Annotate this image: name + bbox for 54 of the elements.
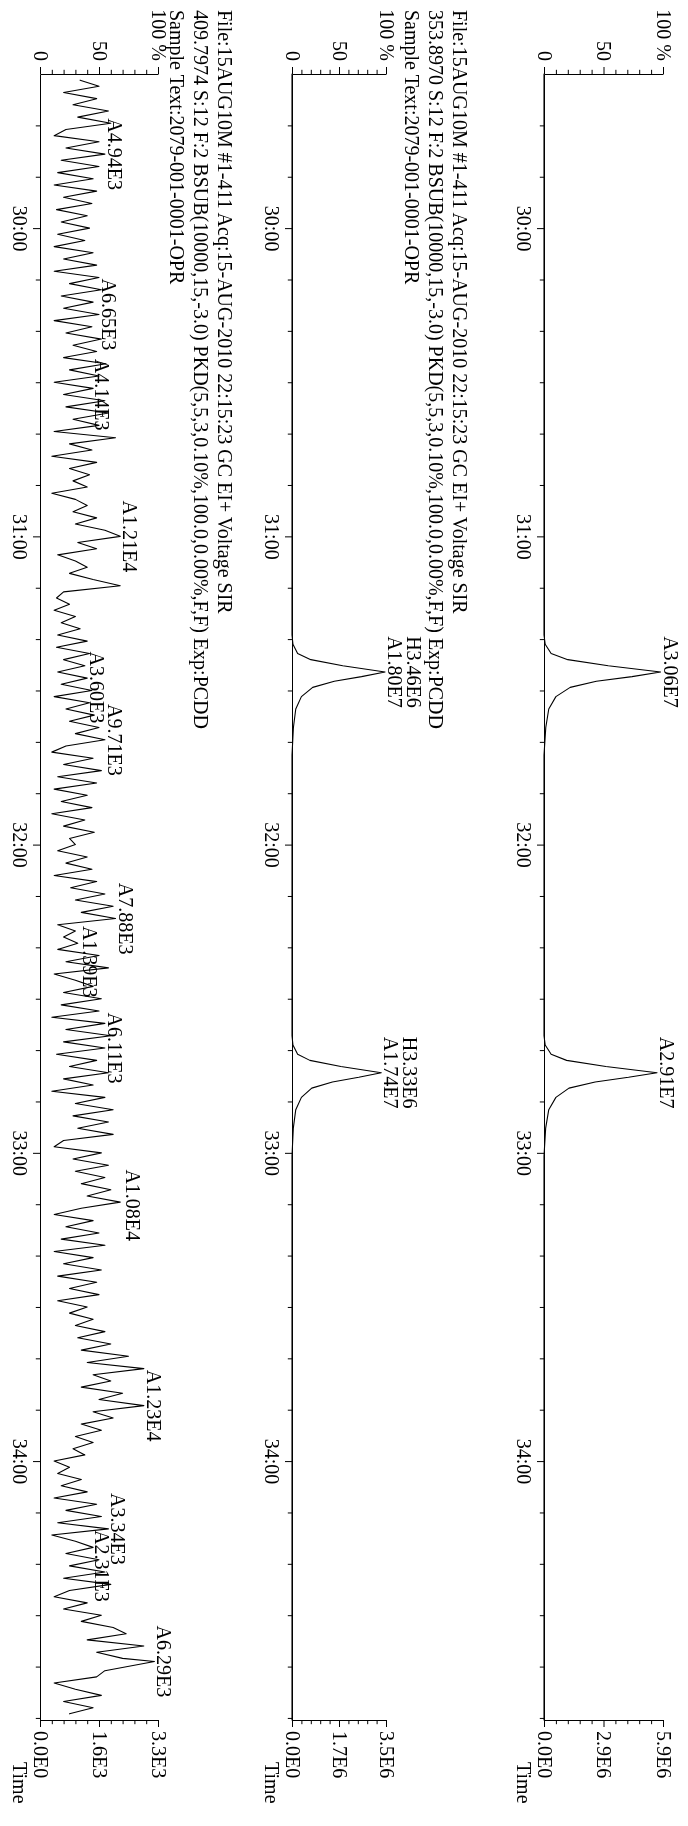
y-tick-label: 34:00 <box>261 1438 283 1485</box>
y-axis-title: Time <box>261 1762 283 1804</box>
x2-tick-label: 3.3E3 <box>147 1731 170 1779</box>
x2-tick-label: 2.9E6 <box>593 1731 615 1779</box>
annotation: A6.11E3 <box>103 1012 126 1084</box>
annotation: A6.65E3 <box>98 278 120 351</box>
annotation: A4.94E3 <box>103 118 126 190</box>
x2-tick-label: 1.7E6 <box>328 1731 351 1779</box>
text: File:15AUG10M #1-411 Acq:15-AUG-2010 22:15:23 GC EI+ Voltage SIR <box>448 10 471 615</box>
annotation: A1.08E4 <box>121 1169 144 1242</box>
text: File:15AUG10M #1-411 Acq:15-AUG-2010 22:15:23 GC EI+ Voltage SIR <box>213 10 236 615</box>
y-tick-label: 30:00 <box>513 205 535 252</box>
annotation: A7.88E3 <box>114 882 137 955</box>
y-tick-label: 32:00 <box>261 822 283 868</box>
y-tick-label: 33:00 <box>9 1130 31 1177</box>
text: Sample Text:2079-001-0001-OPR <box>165 10 188 285</box>
x-tick-label: 50 <box>328 41 351 61</box>
x-tick-label: 50 <box>593 41 615 61</box>
annotation: A1.23E4 <box>142 1369 165 1442</box>
x2-tick-label: 1.6E3 <box>88 1731 111 1779</box>
annotation: A1.21E4 <box>119 500 142 573</box>
annotation: A4.14E3 <box>90 358 113 431</box>
x-tick-label: 100 % <box>652 9 675 61</box>
annotation: A1.80E7 <box>384 636 407 708</box>
text: 409.7974 S:12 F:2 BSUB(10000,15,-3.0) PKD(5,5,3,0.10%,100.0,0.00%,F,F) Exp:PCDD <box>189 10 212 730</box>
text: Sample Text:2079-001-0001-OPR <box>400 10 423 285</box>
x-tick-label: 0 <box>29 51 52 61</box>
y-axis-title: Time <box>513 1762 535 1804</box>
y-tick-label: 30:00 <box>9 205 31 252</box>
y-tick-label: 31:00 <box>261 514 283 560</box>
y-tick-label: 31:00 <box>9 514 31 560</box>
x-tick-label: 100 % <box>375 9 398 61</box>
text: 353.8970 S:12 F:2 BSUB(10000,15,-3.0) PKD(5,5,3,0.10%,100.0,0.00%,F,F) Exp:PCDD <box>424 10 447 730</box>
y-tick-label: 33:00 <box>513 1130 535 1177</box>
x2-tick-label: 0.0E0 <box>533 1731 556 1779</box>
y-tick-label: 32:00 <box>513 822 535 868</box>
y-axis-title: Time <box>9 1762 31 1804</box>
y-tick-label: 34:00 <box>513 1438 535 1485</box>
x-tick-label: 0 <box>281 51 304 61</box>
x2-tick-label: 0.0E0 <box>281 1731 304 1779</box>
annotation: A6.29E3 <box>153 1625 176 1698</box>
x2-tick-label: 5.9E6 <box>652 1731 675 1779</box>
x2-tick-label: 0.0E0 <box>29 1731 52 1779</box>
annotation: A2.91E7 <box>656 1036 679 1109</box>
y-tick-label: 33:00 <box>261 1130 283 1177</box>
x-tick-label: 0 <box>533 51 556 61</box>
y-tick-label: 31:00 <box>513 514 535 560</box>
x2-tick-label: 3.5E6 <box>375 1731 398 1779</box>
annotation: A3.06E7 <box>659 636 682 708</box>
y-tick-label: 34:00 <box>9 1438 31 1485</box>
x-tick-label: 50 <box>88 41 111 61</box>
y-tick-label: 30:00 <box>261 205 283 252</box>
annotation: A1.39E3 <box>79 925 102 998</box>
y-tick-label: 32:00 <box>9 822 31 868</box>
